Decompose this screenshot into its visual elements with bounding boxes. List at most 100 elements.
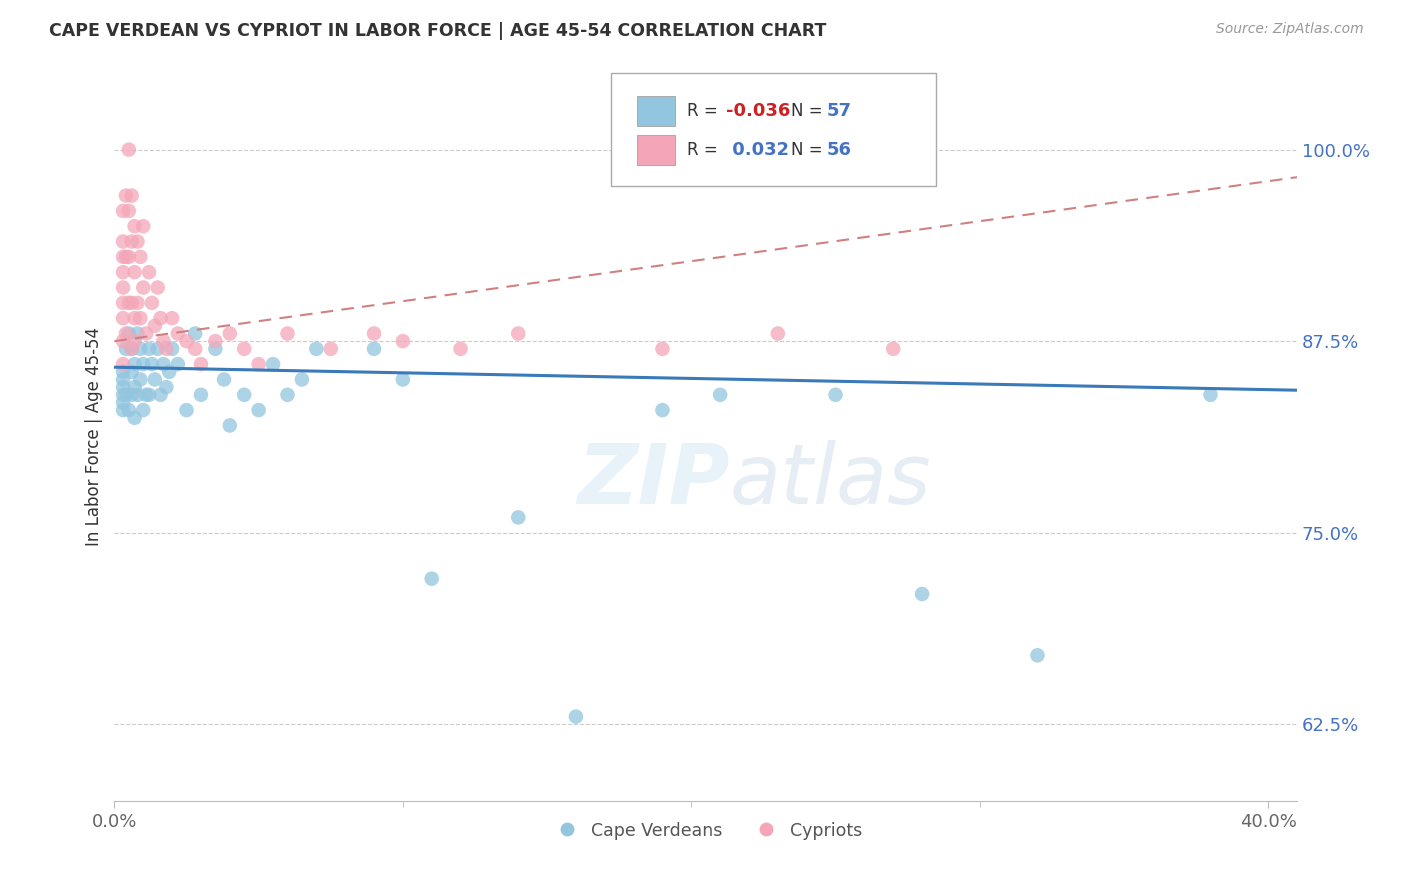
Point [112, 203, 135, 218]
Point [190, 388, 212, 402]
Point [218, 326, 240, 341]
Point [112, 388, 135, 402]
Point [204, 334, 226, 348]
Point [112, 365, 135, 379]
Point [143, 318, 166, 333]
Text: R =: R = [686, 102, 723, 120]
Point [160, 342, 183, 356]
Point [112, 296, 135, 310]
Point [115, 388, 138, 402]
Point [112, 280, 135, 294]
Point [149, 388, 172, 402]
Point [276, 388, 298, 402]
Text: ZIP: ZIP [576, 440, 730, 521]
Point [392, 334, 415, 348]
Point [124, 219, 146, 234]
Point [135, 326, 157, 341]
Point [184, 326, 207, 341]
Point [709, 388, 731, 402]
Point [247, 357, 270, 371]
Point [651, 342, 673, 356]
Text: atlas: atlas [730, 440, 931, 521]
Point [124, 265, 146, 279]
Point [112, 235, 135, 249]
Legend: Cape Verdeans, Cypriots: Cape Verdeans, Cypriots [550, 822, 862, 839]
Point [450, 342, 472, 356]
Point [420, 572, 443, 586]
Point [132, 403, 155, 417]
Point [233, 388, 256, 402]
Point [132, 357, 155, 371]
Point [121, 388, 143, 402]
Text: N =: N = [792, 141, 828, 159]
Point [112, 334, 135, 348]
Point [363, 326, 385, 341]
FancyBboxPatch shape [637, 135, 675, 165]
Point [1199, 388, 1222, 402]
Point [118, 403, 141, 417]
Point [127, 388, 149, 402]
Point [124, 311, 146, 326]
Point [160, 311, 183, 326]
Point [115, 250, 138, 264]
Point [121, 188, 143, 202]
Point [141, 357, 163, 371]
Point [129, 250, 152, 264]
Point [305, 342, 328, 356]
Point [508, 510, 530, 524]
Point [124, 410, 146, 425]
Text: CAPE VERDEAN VS CYPRIOT IN LABOR FORCE | AGE 45-54 CORRELATION CHART: CAPE VERDEAN VS CYPRIOT IN LABOR FORCE |… [49, 22, 827, 40]
Text: 0.032: 0.032 [725, 141, 789, 159]
Text: -0.036: -0.036 [725, 102, 790, 120]
Point [204, 342, 226, 356]
Point [127, 235, 149, 249]
Point [124, 380, 146, 394]
Point [112, 311, 135, 326]
Point [132, 219, 155, 234]
Point [149, 311, 172, 326]
Point [121, 296, 143, 310]
Point [112, 372, 135, 386]
Point [135, 388, 157, 402]
Point [157, 365, 180, 379]
Point [319, 342, 342, 356]
Point [132, 280, 155, 294]
FancyBboxPatch shape [637, 95, 675, 126]
Point [1026, 648, 1049, 663]
Point [129, 311, 152, 326]
Point [651, 403, 673, 417]
FancyBboxPatch shape [612, 73, 936, 186]
Point [118, 250, 141, 264]
Text: R =: R = [686, 141, 723, 159]
Point [138, 342, 160, 356]
Point [276, 326, 298, 341]
Point [155, 342, 177, 356]
Point [176, 334, 198, 348]
Text: 56: 56 [827, 141, 852, 159]
Point [124, 334, 146, 348]
Point [121, 365, 143, 379]
Point [882, 342, 904, 356]
Text: Source: ZipAtlas.com: Source: ZipAtlas.com [1216, 22, 1364, 37]
Point [129, 342, 152, 356]
Point [212, 372, 235, 386]
Point [152, 357, 174, 371]
Point [112, 395, 135, 409]
Point [155, 380, 177, 394]
Point [121, 235, 143, 249]
Point [118, 203, 141, 218]
Point [911, 587, 934, 601]
Point [115, 188, 138, 202]
Point [112, 403, 135, 417]
Point [167, 326, 190, 341]
Point [115, 342, 138, 356]
Point [262, 357, 284, 371]
Point [138, 265, 160, 279]
Point [824, 388, 846, 402]
Point [138, 388, 160, 402]
Point [115, 326, 138, 341]
Point [129, 372, 152, 386]
Point [121, 342, 143, 356]
Point [190, 357, 212, 371]
Point [218, 418, 240, 433]
